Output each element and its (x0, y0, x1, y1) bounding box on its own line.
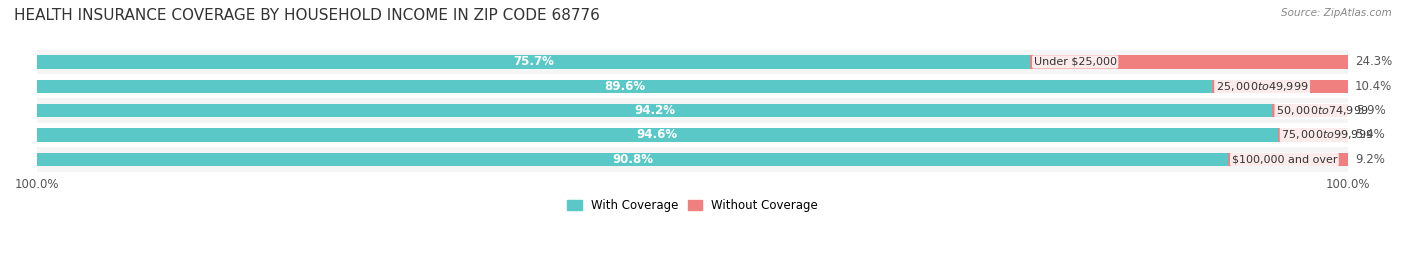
Bar (1272, 104, 1350, 117)
Text: 94.6%: 94.6% (637, 129, 678, 141)
Text: 75.7%: 75.7% (513, 55, 554, 68)
Text: HEALTH INSURANCE COVERAGE BY HOUSEHOLD INCOME IN ZIP CODE 68776: HEALTH INSURANCE COVERAGE BY HOUSEHOLD I… (14, 8, 600, 23)
Text: 24.3%: 24.3% (1355, 55, 1392, 68)
Text: $100,000 and over: $100,000 and over (1232, 154, 1337, 164)
Bar (37, 80, 1212, 93)
Legend: With Coverage, Without Coverage: With Coverage, Without Coverage (568, 199, 818, 213)
Text: 9.2%: 9.2% (1355, 153, 1385, 166)
Text: $75,000 to $99,999: $75,000 to $99,999 (1281, 129, 1374, 141)
Text: 5.9%: 5.9% (1357, 104, 1386, 117)
Bar (37, 74, 1348, 98)
Bar (37, 55, 1029, 69)
Text: 89.6%: 89.6% (605, 80, 645, 93)
Bar (37, 147, 1348, 172)
Text: Under $25,000: Under $25,000 (1033, 57, 1116, 67)
Text: $25,000 to $49,999: $25,000 to $49,999 (1216, 80, 1309, 93)
Bar (37, 50, 1348, 74)
Text: 5.4%: 5.4% (1355, 129, 1385, 141)
Text: 94.2%: 94.2% (634, 104, 675, 117)
Bar (37, 153, 1227, 166)
Bar (1278, 128, 1348, 142)
Text: 90.8%: 90.8% (612, 153, 652, 166)
Text: $50,000 to $74,999: $50,000 to $74,999 (1277, 104, 1368, 117)
Bar (1227, 153, 1348, 166)
Bar (1212, 80, 1348, 93)
Bar (37, 98, 1348, 123)
Bar (37, 128, 1278, 142)
Bar (37, 123, 1348, 147)
Text: 10.4%: 10.4% (1355, 80, 1392, 93)
Text: Source: ZipAtlas.com: Source: ZipAtlas.com (1281, 8, 1392, 18)
Bar (1029, 55, 1348, 69)
Bar (37, 104, 1272, 117)
